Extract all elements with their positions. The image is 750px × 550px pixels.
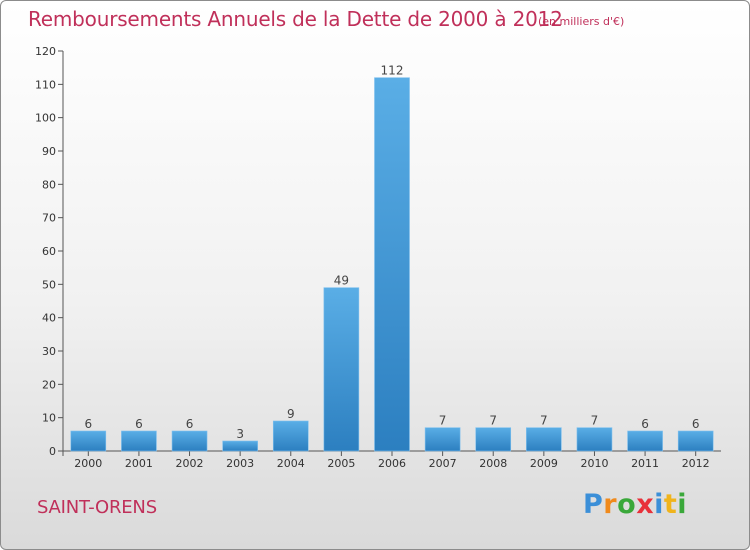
bar-value-label: 6 bbox=[84, 417, 92, 431]
bar-value-label: 6 bbox=[641, 417, 649, 431]
bar bbox=[121, 430, 157, 452]
bar bbox=[374, 77, 410, 452]
bar-value-label: 7 bbox=[439, 414, 447, 428]
y-tick-label: 60 bbox=[42, 245, 56, 258]
y-tick-label: 30 bbox=[42, 345, 56, 358]
x-tick-label: 2003 bbox=[226, 457, 254, 470]
y-tick-label: 0 bbox=[49, 445, 56, 458]
bar-value-label: 7 bbox=[591, 414, 599, 428]
x-tick-label: 2006 bbox=[378, 457, 406, 470]
bar bbox=[171, 430, 208, 452]
y-tick-label: 50 bbox=[42, 278, 56, 291]
bar bbox=[424, 427, 461, 452]
y-tick-label: 100 bbox=[35, 112, 56, 125]
axes: 0 10 20 30 40 50 60 70 80 90 100 110 120 2000 2001 2002… bbox=[35, 45, 721, 470]
bar bbox=[222, 440, 258, 452]
y-tick-label: 90 bbox=[42, 145, 56, 158]
bars: 6 6 6 3 9 49 112 7 7 7 7 6 6 bbox=[70, 64, 714, 452]
bar bbox=[323, 287, 360, 452]
location-name: SAINT-ORENS bbox=[37, 497, 157, 518]
y-tick-label: 120 bbox=[35, 45, 56, 58]
bar-value-label: 6 bbox=[692, 417, 700, 431]
chart-subtitle: (en milliers d'€) bbox=[538, 15, 625, 28]
y-tick-label: 10 bbox=[42, 412, 56, 425]
bar-value-label: 7 bbox=[540, 414, 548, 428]
x-tick-label: 2011 bbox=[631, 457, 659, 470]
x-tick-label: 2002 bbox=[176, 457, 204, 470]
x-tick-label: 2000 bbox=[74, 457, 102, 470]
x-tick-label: 2009 bbox=[530, 457, 558, 470]
y-tick-label: 70 bbox=[42, 212, 56, 225]
x-tick-label: 2004 bbox=[277, 457, 305, 470]
y-tick-label: 20 bbox=[42, 378, 56, 391]
bar-value-label: 7 bbox=[489, 414, 497, 428]
y-tick-label: 80 bbox=[42, 178, 56, 191]
bar bbox=[272, 420, 309, 452]
chart-title: Remboursements Annuels de la Dette de 20… bbox=[28, 7, 563, 31]
bar-value-label: 9 bbox=[287, 407, 295, 421]
x-tick-label: 2001 bbox=[125, 457, 153, 470]
bar bbox=[627, 430, 663, 452]
y-tick-label: 110 bbox=[35, 78, 56, 91]
x-tick-label: 2007 bbox=[429, 457, 457, 470]
bar bbox=[475, 427, 512, 452]
bar bbox=[576, 427, 613, 452]
bar-value-label: 3 bbox=[236, 427, 244, 441]
proxiti-logo: Proxiti bbox=[583, 489, 688, 520]
bar bbox=[526, 427, 562, 452]
y-tick-label: 40 bbox=[42, 312, 56, 325]
bar bbox=[677, 430, 714, 452]
x-tick-label: 2012 bbox=[682, 457, 710, 470]
x-tick-label: 2010 bbox=[580, 457, 608, 470]
x-tick-label: 2005 bbox=[327, 457, 355, 470]
bar-value-label: 49 bbox=[334, 274, 349, 288]
bar-value-label: 112 bbox=[381, 64, 404, 78]
bar-value-label: 6 bbox=[135, 417, 143, 431]
bar-value-label: 6 bbox=[186, 417, 194, 431]
bar bbox=[70, 430, 107, 452]
x-tick-label: 2008 bbox=[479, 457, 507, 470]
